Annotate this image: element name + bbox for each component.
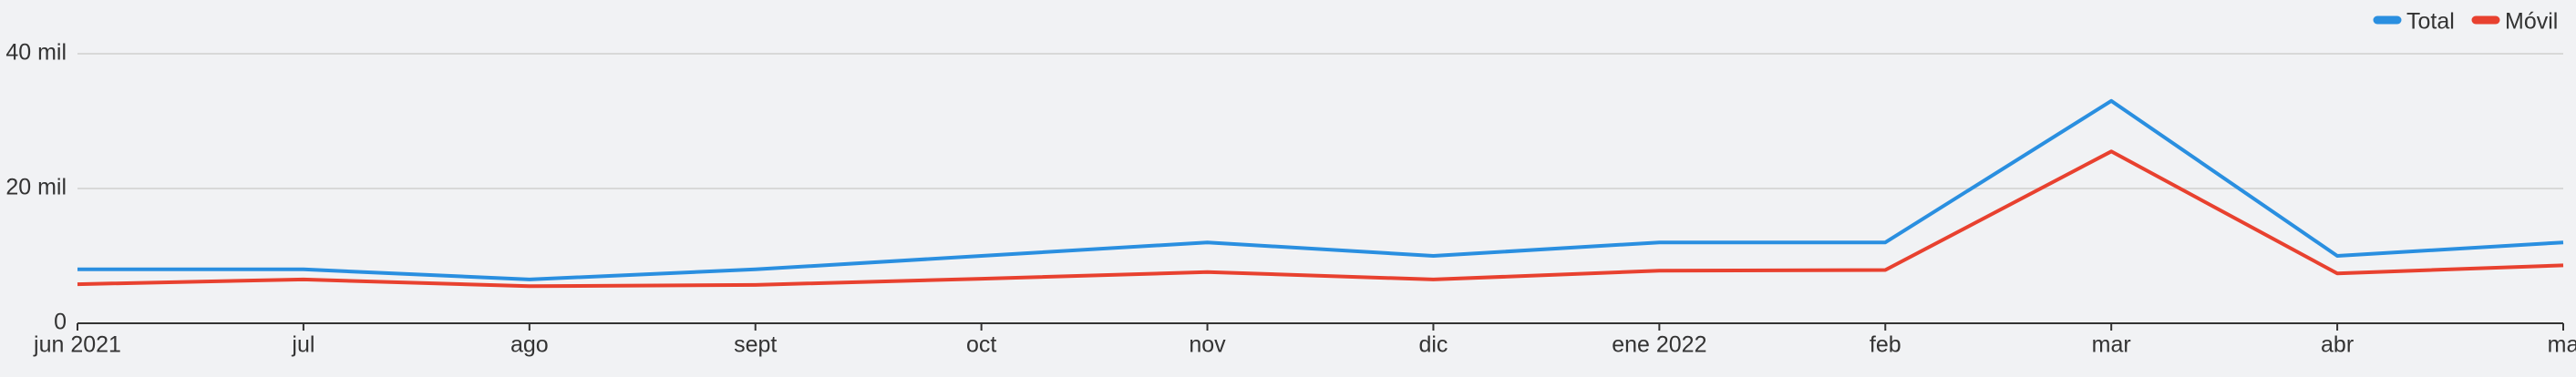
x-tick-label: ma	[2548, 332, 2576, 358]
series-line	[77, 149, 2564, 289]
x-tick-label: jul	[291, 332, 314, 358]
legend-label: Total	[2406, 9, 2455, 35]
x-tick-label: ene 2022	[1612, 332, 1706, 358]
y-tick-label: 40 mil	[5, 40, 67, 66]
x-tick-label: sept	[734, 332, 777, 358]
x-tick-label: nov	[1189, 332, 1226, 358]
x-tick-label: jun 2021	[33, 332, 121, 358]
series-line	[77, 98, 2564, 281]
x-tick-label: ago	[510, 332, 549, 358]
x-tick-label: feb	[1870, 332, 1901, 358]
x-tick-label: oct	[966, 332, 996, 358]
x-tick-label: abr	[2321, 332, 2354, 358]
x-tick-label: mar	[2092, 332, 2131, 358]
y-tick-label: 20 mil	[5, 175, 67, 200]
x-tick-label: dic	[1418, 332, 1448, 358]
legend-label: Móvil	[2505, 9, 2558, 35]
y-tick-label: 0	[54, 310, 67, 335]
